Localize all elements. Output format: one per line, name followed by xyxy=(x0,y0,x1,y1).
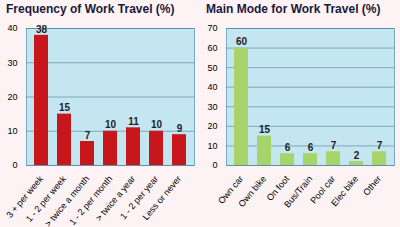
svg-text:1 - 2 per month: 1 - 2 per month xyxy=(67,173,115,227)
html-text:Main Mode for Work Travel (%): Main Mode for Work Travel (%) xyxy=(206,2,381,16)
svg-text:Own car: Own car xyxy=(216,173,246,206)
svg-text:30: 30 xyxy=(207,102,217,112)
html-text:Frequency of Work Travel (%): Frequency of Work Travel (%) xyxy=(6,2,175,16)
svg-text:15: 15 xyxy=(59,102,71,113)
svg-text:10: 10 xyxy=(151,119,163,130)
svg-text:Less or never: Less or never xyxy=(141,174,184,222)
svg-text:30: 30 xyxy=(7,58,17,68)
svg-text:0: 0 xyxy=(212,160,217,170)
svg-text:20: 20 xyxy=(7,92,17,102)
svg-text:1 - 2 per week: 1 - 2 per week xyxy=(23,173,69,224)
svg-text:> twice a year: > twice a year xyxy=(93,173,138,223)
svg-text:7: 7 xyxy=(85,130,91,141)
svg-text:6: 6 xyxy=(308,142,314,153)
svg-text:40: 40 xyxy=(207,82,217,92)
svg-text:9: 9 xyxy=(177,123,183,134)
svg-text:3 + per week: 3 + per week xyxy=(4,173,46,220)
svg-text:Bus/Train: Bus/Train xyxy=(282,174,314,210)
svg-text:60: 60 xyxy=(236,36,248,47)
svg-text:1 - 2 per year: 1 - 2 per year xyxy=(118,173,161,222)
svg-text:6: 6 xyxy=(285,142,291,153)
svg-text:7: 7 xyxy=(331,140,337,151)
svg-text:On foot: On foot xyxy=(264,173,292,203)
svg-text:20: 20 xyxy=(207,121,217,131)
svg-text:40: 40 xyxy=(7,23,17,33)
svg-text:15: 15 xyxy=(259,124,271,135)
svg-text:Elec bike: Elec bike xyxy=(329,174,360,208)
svg-text:11: 11 xyxy=(128,116,139,127)
svg-text:60: 60 xyxy=(207,43,217,53)
svg-text:50: 50 xyxy=(207,63,217,73)
svg-text:70: 70 xyxy=(207,23,217,33)
svg-text:Own bike: Own bike xyxy=(236,174,268,209)
svg-text:10: 10 xyxy=(207,141,217,151)
svg-text:7: 7 xyxy=(377,140,383,151)
svg-text:Other: Other xyxy=(361,174,383,198)
svg-text:2: 2 xyxy=(354,150,360,161)
svg-text:38: 38 xyxy=(36,24,48,35)
svg-text:Pool car: Pool car xyxy=(308,173,338,206)
svg-text:10: 10 xyxy=(7,126,17,136)
svg-text:0: 0 xyxy=(12,160,17,170)
svg-text:10: 10 xyxy=(105,119,117,130)
